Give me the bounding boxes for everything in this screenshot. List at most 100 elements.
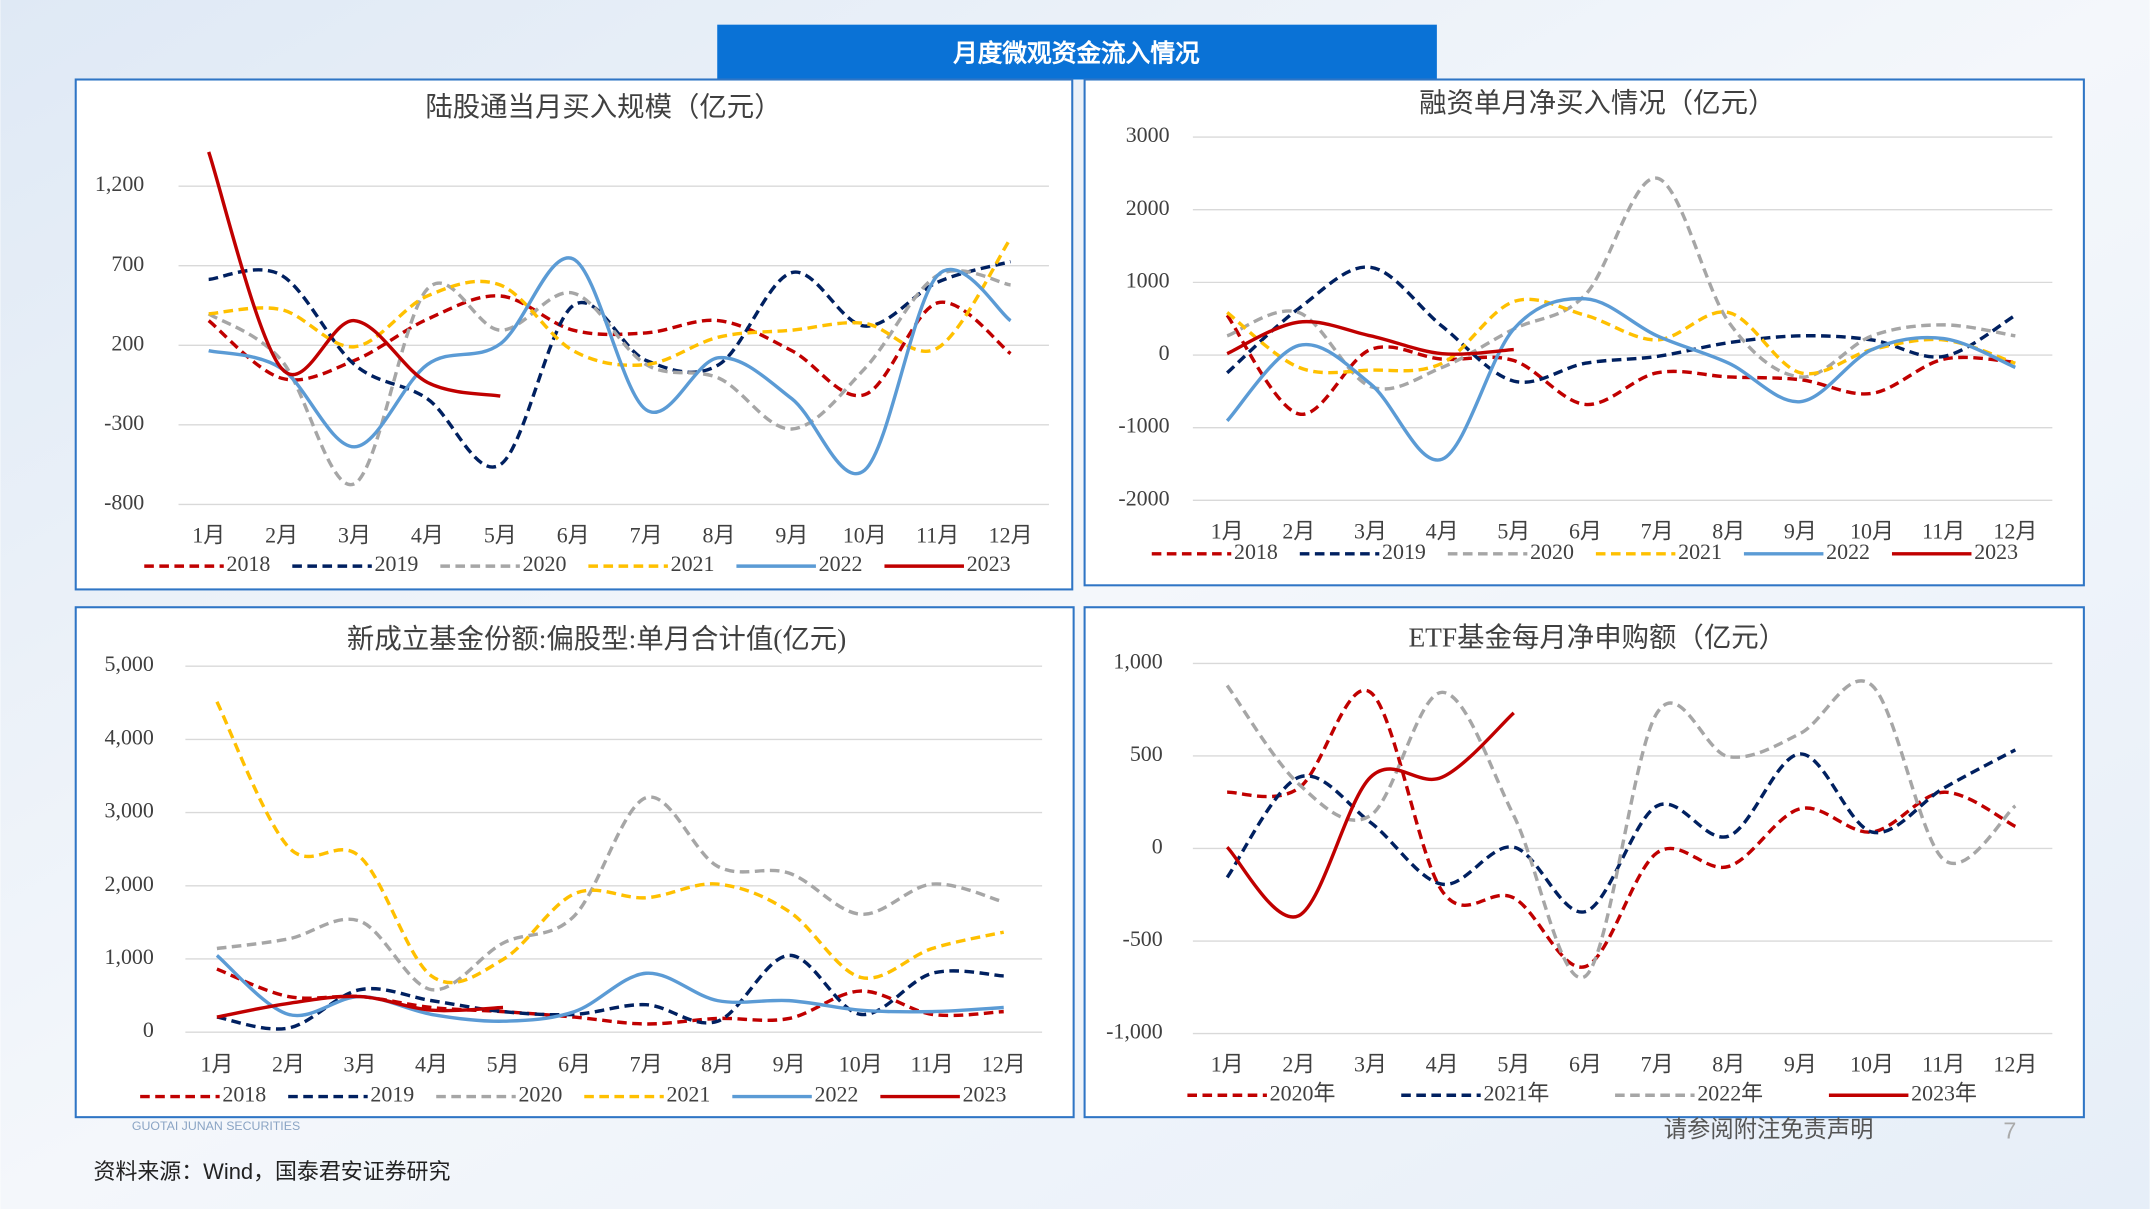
x-tick-label: 8月 <box>1712 1051 1745 1076</box>
series-line <box>216 994 504 1019</box>
y-tick-label: -800 <box>104 489 144 514</box>
legend-label: 2023 <box>967 551 1011 576</box>
header-bar <box>717 24 1437 80</box>
series-line <box>208 256 1012 476</box>
y-tick-label: 2000 <box>1126 195 1170 220</box>
x-tick-label: 6月 <box>1569 1051 1602 1076</box>
legend-label: 2022 <box>815 1082 859 1107</box>
x-tick-label: 11月 <box>1922 1051 1965 1076</box>
x-tick-label: 12月 <box>982 1051 1026 1076</box>
y-tick-label: 1,000 <box>1113 648 1162 673</box>
chart-title: 新成立基金份额:偏股型:单月合计值(亿元) <box>347 624 846 654</box>
series-line <box>1225 679 2017 980</box>
legend-label: 2021 <box>667 1082 711 1107</box>
legend-label: 2020 <box>1530 539 1574 564</box>
legend-label: 2018 <box>222 1082 266 1107</box>
legend-label: 2022 <box>819 551 863 576</box>
chart-title: 融资单月净买入情况（亿元） <box>1419 88 1775 118</box>
x-tick-label: 3月 <box>344 1051 377 1076</box>
x-tick-label: 6月 <box>557 522 590 547</box>
y-tick-label: 500 <box>1130 741 1163 766</box>
x-tick-label: 2月 <box>1282 1051 1315 1076</box>
legend-label: 2023 <box>963 1082 1007 1107</box>
x-tick-label: 10月 <box>843 522 887 547</box>
series-line <box>1225 748 2017 914</box>
legend-label: 2020 <box>523 551 567 576</box>
x-tick-label: 9月 <box>775 522 808 547</box>
legend-label: 2021 <box>1678 539 1722 564</box>
y-tick-label: 5,000 <box>105 651 154 676</box>
y-tick-label: -2000 <box>1118 485 1169 510</box>
x-tick-label: 8月 <box>1712 518 1745 543</box>
x-tick-label: 6月 <box>1569 518 1602 543</box>
series-line <box>208 237 1013 367</box>
y-tick-label: -300 <box>104 410 144 435</box>
x-tick-label: 7月 <box>630 1051 663 1076</box>
x-tick-label: 8月 <box>701 1051 734 1076</box>
series-line <box>215 701 1005 985</box>
y-tick-label: 700 <box>111 251 144 276</box>
panel <box>1083 606 2085 1119</box>
x-tick-label: 4月 <box>411 522 444 547</box>
y-tick-label: 0 <box>1159 340 1170 365</box>
x-tick-label: 1月 <box>1211 518 1244 543</box>
legend-label: 2022年 <box>1697 1080 1763 1105</box>
y-tick-label: 1,200 <box>95 171 144 196</box>
y-tick-label: 3,000 <box>105 798 154 823</box>
x-tick-label: 6月 <box>558 1051 591 1076</box>
y-tick-label: 2,000 <box>105 871 154 896</box>
series-line <box>215 954 1004 1023</box>
x-tick-label: 10月 <box>839 1051 883 1076</box>
x-tick-label: 9月 <box>773 1051 806 1076</box>
x-tick-label: 7月 <box>1641 518 1674 543</box>
x-tick-label: 7月 <box>630 522 663 547</box>
x-tick-label: 12月 <box>1993 1051 2037 1076</box>
y-tick-label: -1000 <box>1118 413 1169 438</box>
legend-label: 2019 <box>370 1082 414 1107</box>
logo-text: GUOTAI JUNAN SECURITIES <box>132 1119 300 1133</box>
chart-title: ETF基金每月净申购额（亿元） <box>1408 622 1786 652</box>
x-tick-label: 2月 <box>272 1051 305 1076</box>
x-tick-label: 3月 <box>338 522 371 547</box>
x-tick-label: 9月 <box>1784 1051 1817 1076</box>
y-tick-label: 1,000 <box>105 944 154 969</box>
x-tick-label: 4月 <box>415 1051 448 1076</box>
legend-label: 2020年 <box>1270 1080 1336 1105</box>
x-tick-label: 3月 <box>1354 1051 1387 1076</box>
chart-title: 陆股通当月买入规模（亿元） <box>425 92 781 122</box>
y-tick-label: 0 <box>1152 834 1163 859</box>
y-tick-label: 200 <box>111 330 144 355</box>
series-line <box>1226 265 2017 384</box>
x-tick-label: 7月 <box>1641 1051 1674 1076</box>
x-tick-label: 12月 <box>1993 518 2037 543</box>
x-tick-label: 11月 <box>916 522 959 547</box>
series-line <box>1225 314 2016 416</box>
x-tick-label: 4月 <box>1426 1051 1459 1076</box>
legend-label: 2020 <box>518 1082 562 1107</box>
legend-label: 2023年 <box>1911 1080 1977 1105</box>
x-tick-label: 1月 <box>1211 1051 1244 1076</box>
y-tick-label: -1,000 <box>1106 1019 1163 1044</box>
x-tick-label: 10月 <box>1850 518 1894 543</box>
series-line <box>1226 176 2016 391</box>
legend-label: 2023 <box>1974 539 2018 564</box>
legend-label: 2018 <box>227 551 271 576</box>
x-tick-label: 1月 <box>192 522 225 547</box>
y-tick-label: 4,000 <box>105 724 154 749</box>
series-line <box>1226 319 1514 356</box>
legend-label: 2022 <box>1826 539 1870 564</box>
x-tick-label: 11月 <box>1922 518 1965 543</box>
x-tick-label: 5月 <box>1497 518 1530 543</box>
source: 资料来源：Wind，国泰君安证券研究 <box>94 1159 451 1184</box>
x-tick-label: 5月 <box>487 1051 520 1076</box>
x-tick-label: 11月 <box>911 1051 954 1076</box>
x-tick-label: 3月 <box>1354 518 1387 543</box>
x-tick-label: 2月 <box>1282 518 1315 543</box>
series-line <box>1225 296 2016 462</box>
x-tick-label: 8月 <box>703 522 736 547</box>
y-tick-label: -500 <box>1123 926 1163 951</box>
page-number: 7 <box>2003 1117 2016 1143</box>
x-tick-label: 5月 <box>1497 1051 1530 1076</box>
